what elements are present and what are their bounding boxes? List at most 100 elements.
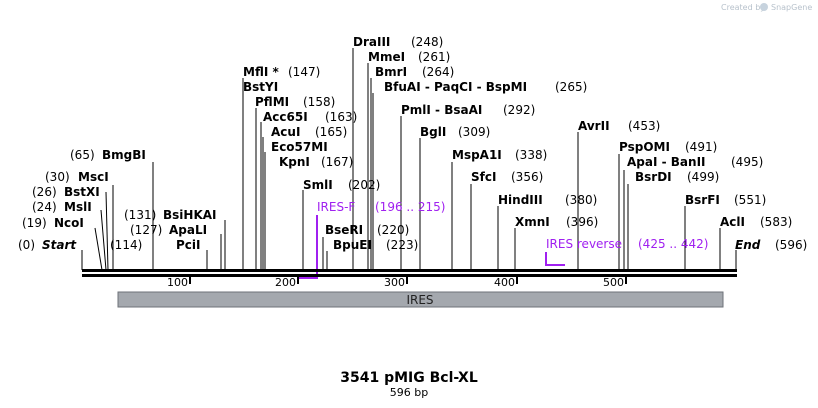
ruler-label-400: 400: [494, 276, 515, 289]
site-pos-acc65i: (163): [325, 110, 357, 124]
snapgene-credit: Created by SnapGene: [721, 3, 812, 12]
site-pos-mmei: (261): [418, 50, 450, 64]
site-pos-xmni: (396): [566, 215, 598, 229]
site-pflmi[interactable]: PflMI: [255, 95, 289, 109]
site-pos-kpni: (167): [321, 155, 353, 169]
snapgene-logo-icon: [760, 3, 768, 11]
site-pos-msci: (30): [45, 170, 70, 184]
site-mfli[interactable]: MflI *: [243, 65, 279, 79]
site-pos-ncoi: (19): [22, 216, 47, 230]
site-acli[interactable]: AclI: [720, 215, 745, 229]
site-pos-bmri: (264): [422, 65, 454, 79]
feature-ires-bar[interactable]: [117, 291, 724, 308]
site-pos-bmgbi: (65): [70, 148, 95, 162]
site-apali[interactable]: ApaLI: [169, 223, 207, 237]
site-pos-bsihkai: (131): [124, 208, 156, 222]
site-pspomi[interactable]: PspOMI: [619, 140, 670, 154]
credit-brand: SnapGene: [771, 3, 812, 12]
site-pos-apali: (127): [130, 223, 162, 237]
site-pos-mfli: (147): [288, 65, 320, 79]
ruler-label-300: 300: [384, 276, 405, 289]
site-bsihkai[interactable]: BsiHKAI: [163, 208, 217, 222]
site-msci[interactable]: MscI: [78, 170, 109, 184]
site-bsrdi[interactable]: BsrDI: [635, 170, 672, 184]
site-bstxi[interactable]: BstXI: [64, 185, 100, 199]
site-pos-pspomi: (491): [685, 140, 717, 154]
end-pos: (596): [775, 238, 807, 252]
site-pos-bsrdi: (499): [687, 170, 719, 184]
feature-ires-label: IRES: [406, 293, 433, 307]
start-label[interactable]: Start: [42, 238, 77, 252]
site-bmgbi[interactable]: BmgBI: [102, 148, 146, 162]
sequence-backbone: [82, 269, 737, 277]
site-apai-banii[interactable]: ApaI - BanII: [627, 155, 706, 169]
site-pos-pflmi: (158): [303, 95, 335, 109]
site-smli[interactable]: SmlI: [303, 178, 333, 192]
site-pos-bstxi: (26): [32, 185, 57, 199]
site-pos-sfci: (356): [511, 170, 543, 184]
site-msli[interactable]: MslI: [64, 200, 92, 214]
site-pos-beseri: (220): [377, 223, 409, 237]
site-pos-msli: (24): [32, 200, 57, 214]
site-pcii[interactable]: PciI: [176, 238, 201, 252]
site-acc65i[interactable]: Acc65I: [263, 110, 308, 124]
backbone-top-strand: [82, 269, 737, 272]
ruler: 100 200 300 400 500: [167, 276, 627, 289]
cut-line-bstxi: [105, 191, 109, 271]
end-label[interactable]: End: [735, 238, 761, 252]
site-pos-pmli: (292): [503, 103, 535, 117]
ruler-label-500: 500: [603, 276, 624, 289]
primer-ires-f-label[interactable]: IRES-F: [317, 200, 355, 214]
start-pos: (0): [18, 238, 35, 252]
ruler-label-100: 100: [167, 276, 188, 289]
primer-ires-reverse-label[interactable]: IRES reverse: [546, 237, 622, 251]
site-draiii[interactable]: DraIII: [353, 35, 390, 49]
site-avrii[interactable]: AvrII: [578, 119, 610, 133]
ruler-label-200: 200: [275, 276, 296, 289]
site-pos-bsrfi: (551): [734, 193, 766, 207]
site-bmri[interactable]: BmrI: [375, 65, 407, 79]
primer-ires-reverse-arrow[interactable]: [545, 252, 565, 266]
site-eco57mi[interactable]: Eco57MI: [271, 140, 328, 154]
site-sfci[interactable]: SfcI: [471, 170, 496, 184]
primer-ires-f-arrow[interactable]: [297, 215, 318, 279]
map-subtitle: 596 bp: [390, 386, 428, 399]
site-pos-bgli: (309): [458, 125, 490, 139]
site-labels: (0) Start (19) NcoI (24) MslI (26) BstXI…: [18, 35, 807, 252]
site-pos-bpuei: (223): [386, 238, 418, 252]
cut-line-ncoi: [94, 227, 103, 271]
site-pos-apai: (495): [731, 155, 763, 169]
site-mmei[interactable]: MmeI: [368, 50, 405, 64]
backbone-bottom-strand: [82, 274, 737, 277]
feature-ires[interactable]: IRES: [117, 291, 724, 308]
site-pos-draiii: (248): [411, 35, 443, 49]
site-pos-pcii: (114): [110, 238, 142, 252]
site-mspa1i[interactable]: MspA1I: [452, 148, 502, 162]
site-pos-avrii: (453): [628, 119, 660, 133]
primer-ires-f-range: (196 .. 215): [375, 200, 445, 214]
site-pos-hindiii: (380): [565, 193, 597, 207]
site-kpni[interactable]: KpnI: [279, 155, 310, 169]
map-title: 3541 pMIG Bcl-XL: [340, 370, 478, 386]
site-bfuai-paqci-bspmi[interactable]: BfuAI - PaqCI - BspMI: [384, 80, 527, 94]
site-pos-acli: (583): [760, 215, 792, 229]
site-bpuei[interactable]: BpuEI: [333, 238, 372, 252]
cut-line-msli: [100, 209, 107, 271]
primer-ires-reverse-range: (425 .. 442): [638, 237, 708, 251]
site-ncoi[interactable]: NcoI: [54, 216, 84, 230]
site-beseri[interactable]: BseRI: [325, 223, 363, 237]
site-xmni[interactable]: XmnI: [515, 215, 550, 229]
cut-site-lines: [81, 48, 737, 271]
site-hindiii[interactable]: HindIII: [498, 193, 543, 207]
site-pos-mspa1i: (338): [515, 148, 547, 162]
site-bgli[interactable]: BglI: [420, 125, 446, 139]
site-acui[interactable]: AcuI: [271, 125, 300, 139]
primers: IRES-F (196 .. 215) IRES reverse (425 ..…: [297, 200, 708, 279]
site-bsrfi[interactable]: BsrFI: [685, 193, 720, 207]
site-pmli-bsaai[interactable]: PmlI - BsaAI: [401, 103, 482, 117]
site-pos-acui: (165): [315, 125, 347, 139]
site-bstyi[interactable]: BstYI: [243, 80, 278, 94]
site-pos-bfuai: (265): [555, 80, 587, 94]
site-pos-smli: (202): [348, 178, 380, 192]
